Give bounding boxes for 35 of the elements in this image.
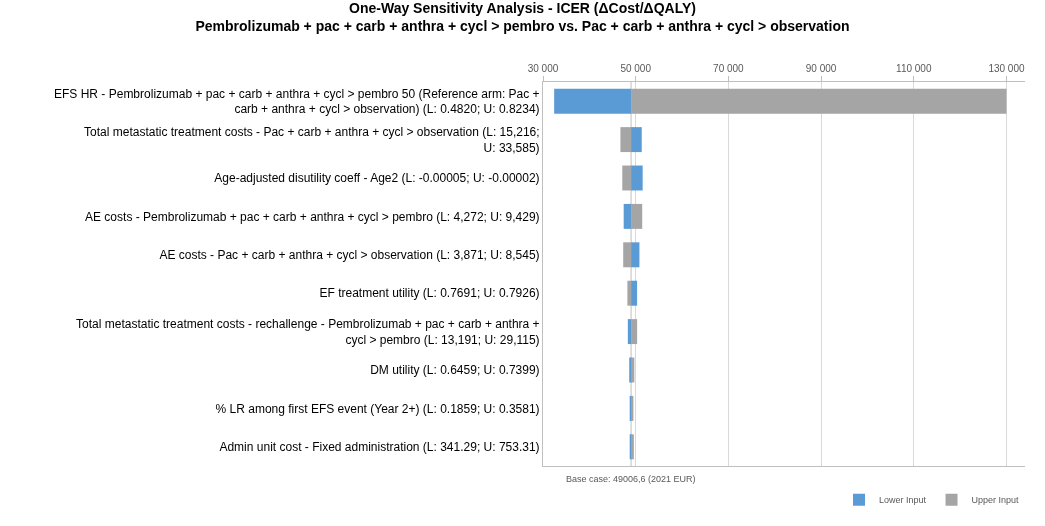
bar — [631, 88, 1007, 114]
y-tick-label: EF treatment utility (L: 0.7691; U: 0.7926) — [319, 286, 540, 301]
bar — [623, 242, 632, 268]
x-tick-label: 30 000 — [527, 63, 559, 74]
y-tick-label: AE costs - Pac + carb + anthra + cycl > observation (L: 3,871; U: 8,545) — [159, 248, 540, 262]
y-tick-label: % LR among first EFS event (Year 2+) (L: 0.1859; U: 0.3581) — [215, 401, 540, 416]
y-tick-label: Total metastatic treatment costs - Pac + carb + anthra + cycl > observation (L: 15,216; U: 33,585) — [84, 125, 540, 155]
bar — [622, 165, 632, 191]
bar — [631, 242, 640, 268]
bar — [627, 280, 632, 306]
y-tick-label: AE costs - Pembrolizumab + pac + carb + anthra + cycl > pembro (L: 4,272; U: 9,429) — [85, 209, 540, 224]
chart-subtitle: Pembrolizumab + pac + carb + anthra + cycl > pembro vs. Pac + carb + anthra + cycl > observation — [195, 18, 850, 35]
bar — [631, 203, 643, 229]
ref-line-label: Base case: 49006,6 (2021 EUR) — [566, 474, 696, 484]
y-tick-label: Age-adjusted disutility coeff - Age2 (L: -0.00005; U: -0.00002) — [214, 171, 540, 186]
x-tick-label: 130 000 — [988, 63, 1025, 74]
bar — [623, 203, 632, 229]
chart-title: One-Way Sensitivity Analysis - ICER (ΔCost/ΔQALY) — [349, 0, 696, 17]
x-tick-label: 90 000 — [805, 63, 837, 74]
y-tick-label: DM utility (L: 0.6459; U: 0.7399) — [370, 363, 540, 378]
legend-label: Lower Input — [879, 495, 927, 506]
x-tick-label: 110 000 — [896, 63, 932, 74]
bar — [554, 88, 632, 114]
bar — [620, 127, 632, 153]
legend-label: Upper Input — [971, 495, 1020, 506]
x-tick-label: 70 000 — [713, 63, 745, 74]
bar — [631, 280, 638, 306]
x-tick-label: 50 000 — [620, 63, 652, 74]
bar — [627, 319, 632, 345]
y-tick-label: Total metastatic treatment costs - rechallenge - Pembrolizumab + pac + carb + anthra + cycl > pembro (L: 13,191; U: 29,115) — [76, 317, 540, 347]
bar — [631, 165, 643, 191]
y-tick-label: EFS HR - Pembrolizumab + pac + carb + anthra + cycl > pembro 50 (Reference arm: Pac + carb + anthra + cycl > observation) (L: 0.4820; U: 0.8234) — [54, 86, 540, 117]
bar — [631, 319, 638, 345]
bar — [631, 127, 642, 153]
y-tick-label: Admin unit cost - Fixed administration (L: 341.29; U: 753.31) — [219, 440, 540, 454]
